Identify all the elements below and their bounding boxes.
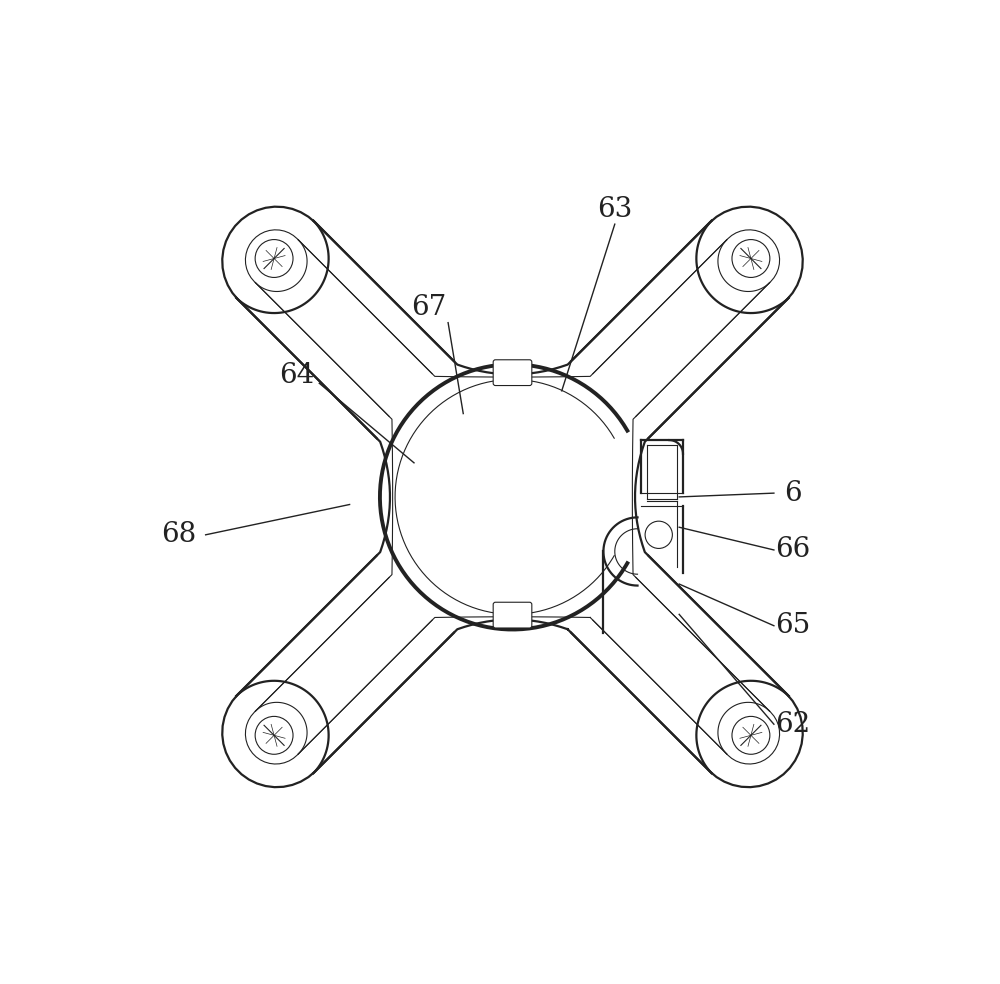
Circle shape (255, 239, 293, 277)
Circle shape (255, 716, 293, 755)
FancyBboxPatch shape (493, 602, 532, 628)
Polygon shape (222, 207, 803, 787)
Text: 68: 68 (161, 522, 197, 548)
Text: 67: 67 (411, 294, 447, 321)
Circle shape (732, 716, 770, 755)
Text: 63: 63 (597, 196, 632, 222)
Circle shape (645, 522, 672, 548)
Text: 65: 65 (775, 612, 810, 640)
Text: 6: 6 (784, 479, 802, 507)
Text: 66: 66 (775, 536, 810, 564)
Text: 62: 62 (775, 710, 810, 738)
Circle shape (732, 239, 770, 277)
Text: 64: 64 (279, 362, 314, 390)
FancyBboxPatch shape (493, 360, 532, 386)
